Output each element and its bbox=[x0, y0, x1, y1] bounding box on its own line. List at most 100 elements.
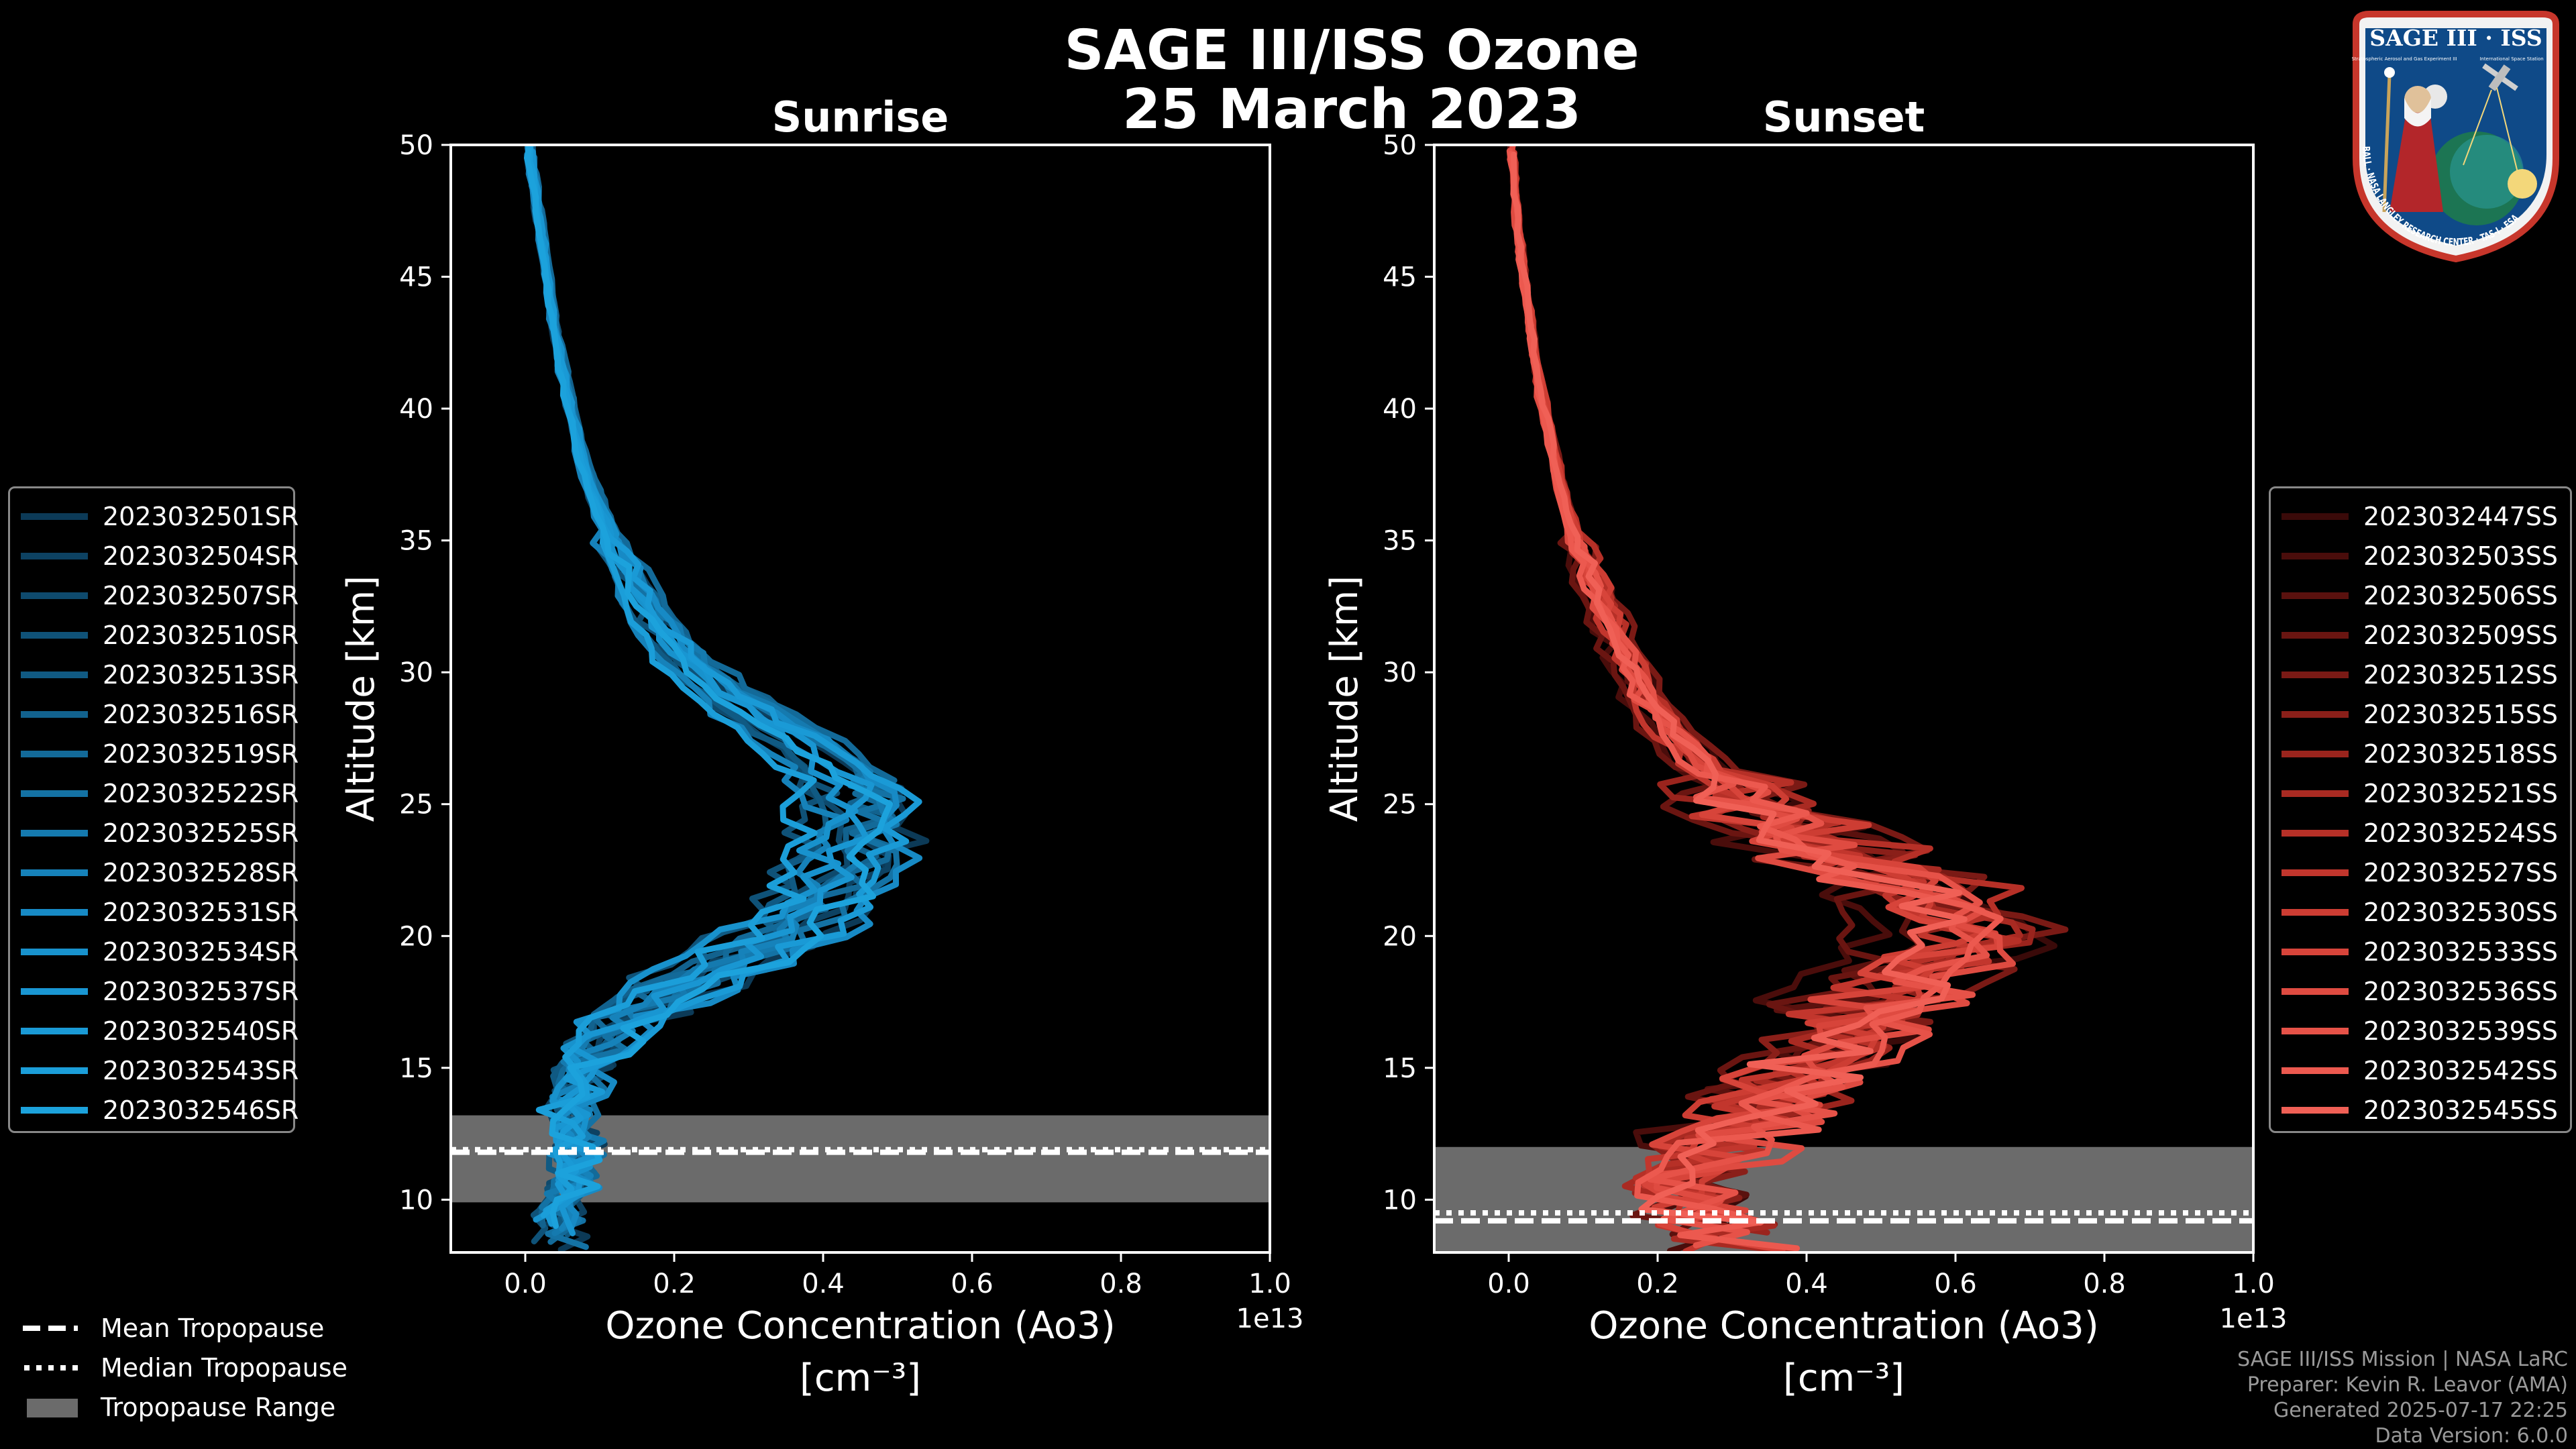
legend-swatch bbox=[21, 908, 88, 916]
legend-label: 2023032515SS bbox=[2363, 699, 2559, 729]
legend-entry: 2023032507SR bbox=[10, 576, 299, 615]
legend-swatch bbox=[2282, 1106, 2349, 1114]
legend-entry: 2023032531SR bbox=[10, 892, 299, 932]
legend-swatch bbox=[21, 1106, 88, 1114]
legend-entry: 2023032501SR bbox=[10, 496, 299, 536]
legend-entry: 2023032530SS bbox=[2271, 892, 2558, 932]
legend-label: 2023032531SR bbox=[103, 897, 299, 927]
legend-entry: 2023032543SR bbox=[10, 1051, 299, 1090]
legend-swatch bbox=[2282, 987, 2349, 995]
y-tick-label: 15 bbox=[1383, 1053, 1417, 1084]
profile-line-2023032545SS bbox=[1510, 151, 1968, 1226]
legend-swatch bbox=[2282, 750, 2349, 757]
x-tick-label: 1.0 bbox=[1248, 1269, 1291, 1299]
credits: SAGE III/ISS Mission | NASA LaRC Prepare… bbox=[2237, 1347, 2568, 1449]
legend-label: 2023032539SS bbox=[2363, 1016, 2559, 1046]
legend-label: 2023032537SR bbox=[103, 976, 299, 1006]
legend-swatch bbox=[2282, 710, 2349, 718]
x-tick-label: 0.0 bbox=[504, 1269, 547, 1299]
legend-entry: 2023032504SR bbox=[10, 536, 299, 576]
legend-entry: 2023032447SS bbox=[2271, 496, 2558, 536]
legend-label: 2023032513SR bbox=[103, 659, 299, 690]
legend-label: 2023032507SR bbox=[103, 580, 299, 610]
legend-entry: 2023032545SS bbox=[2271, 1090, 2558, 1130]
legend-label: 2023032503SS bbox=[2363, 541, 2559, 571]
profile-line-2023032506SS bbox=[1509, 150, 1947, 1238]
profile-line-2023032542SS bbox=[1507, 151, 2004, 1252]
legend-swatch bbox=[21, 829, 88, 837]
plot-area bbox=[451, 145, 1270, 1252]
legend-swatch bbox=[21, 1027, 88, 1034]
y-tick-label: 35 bbox=[399, 526, 433, 557]
legend-label: 2023032540SR bbox=[103, 1016, 299, 1046]
legend-swatch bbox=[21, 750, 88, 757]
sunset-legend: 2023032447SS 2023032503SS 2023032506SS 2023… bbox=[2269, 486, 2572, 1133]
x-axis-unit: [cm⁻³] bbox=[800, 1356, 921, 1400]
legend-label: 2023032524SS bbox=[2363, 818, 2559, 848]
legend-label: 2023032528SR bbox=[103, 857, 299, 888]
legend-entry: 2023032540SR bbox=[10, 1011, 299, 1051]
y-tick-label: 10 bbox=[399, 1185, 433, 1216]
legend-label: 2023032530SS bbox=[2363, 897, 2559, 927]
legend-swatch bbox=[2282, 829, 2349, 837]
legend-entry: 2023032515SS bbox=[2271, 694, 2558, 734]
legend-swatch bbox=[2282, 1027, 2349, 1034]
x-tick-label: 0.2 bbox=[1636, 1269, 1679, 1299]
x-tick-label: 0.8 bbox=[1099, 1269, 1142, 1299]
legend-swatch bbox=[2282, 790, 2349, 797]
y-tick-label: 10 bbox=[1383, 1185, 1417, 1216]
legend-label: 2023032545SS bbox=[2363, 1095, 2559, 1125]
axes-frame bbox=[449, 144, 1271, 1254]
legend-swatch bbox=[21, 987, 88, 995]
legend-label: 2023032527SS bbox=[2363, 857, 2559, 888]
x-scale-label: 1e13 bbox=[2220, 1303, 2288, 1334]
x-tick-label: 0.6 bbox=[951, 1269, 994, 1299]
credits-line: Preparer: Kevin R. Leavor (AMA) bbox=[2247, 1373, 2568, 1397]
legend-swatch bbox=[2282, 513, 2349, 520]
legend-median-tropopause: Median Tropopause bbox=[20, 1348, 347, 1387]
legend-label: 2023032506SS bbox=[2363, 580, 2559, 610]
legend-entry: 2023032533SS bbox=[2271, 932, 2558, 971]
profile-line-2023032515SS bbox=[1509, 153, 1976, 1228]
legend-label: 2023032536SS bbox=[2363, 976, 2559, 1006]
logo-title: SAGE III · ISS bbox=[2369, 25, 2542, 51]
legend-label: 2023032522SR bbox=[103, 778, 299, 808]
legend-swatch bbox=[21, 710, 88, 718]
legend-label: 2023032518SS bbox=[2363, 739, 2559, 769]
y-tick-label: 20 bbox=[399, 921, 433, 952]
legend-tropopause-range: Tropopause Range bbox=[20, 1387, 347, 1427]
x-tick-label: 0.4 bbox=[1785, 1269, 1828, 1299]
legend-label: 2023032501SR bbox=[103, 501, 299, 531]
y-axis-label: Altitude [km] bbox=[339, 576, 383, 822]
legend-entry: 2023032522SR bbox=[10, 773, 299, 813]
gray-box-icon bbox=[27, 1398, 78, 1417]
legend-swatch bbox=[2282, 869, 2349, 876]
sunset-panel: 0.0 0.2 0.4 0.6 0.8 1.0 10 15 20 25 30 35 40 45 50 1e13… bbox=[1323, 93, 2287, 1400]
axes-frame bbox=[1433, 144, 2255, 1254]
credits-line: SAGE III/ISS Mission | NASA LaRC bbox=[2237, 1348, 2568, 1371]
x-tick-label: 1.0 bbox=[2232, 1269, 2275, 1299]
y-tick-label: 25 bbox=[399, 790, 433, 820]
legend-label: 2023032534SR bbox=[103, 936, 299, 967]
legend-label: 2023032516SR bbox=[103, 699, 299, 729]
panel-title: Sunset bbox=[1763, 93, 1925, 142]
figure-title-line1: SAGE III/ISS Ozone bbox=[1064, 19, 1640, 83]
legend-entry: 2023032506SS bbox=[2271, 576, 2558, 615]
y-tick-label: 30 bbox=[399, 657, 433, 688]
legend-swatch bbox=[21, 671, 88, 678]
y-tick-label: 35 bbox=[1383, 526, 1417, 557]
logo-right-text: International Space Station bbox=[2479, 56, 2543, 62]
legend-label: 2023032525SR bbox=[103, 818, 299, 848]
figure-title-line2: 25 March 2023 bbox=[1122, 78, 1581, 142]
logo-left-text: Stratospheric Aerosol and Gas Experiment… bbox=[2351, 56, 2457, 62]
y-tick-label: 15 bbox=[399, 1053, 433, 1084]
x-axis-label: Ozone Concentration (Ao3) bbox=[1589, 1304, 2098, 1348]
legend-swatch bbox=[2282, 908, 2349, 916]
legend-swatch bbox=[2282, 671, 2349, 678]
y-tick-label: 25 bbox=[1383, 790, 1417, 820]
x-scale-label: 1e13 bbox=[1236, 1303, 1304, 1334]
legend-swatch bbox=[21, 869, 88, 876]
y-tick-label: 40 bbox=[399, 394, 433, 425]
legend-swatch bbox=[21, 790, 88, 797]
